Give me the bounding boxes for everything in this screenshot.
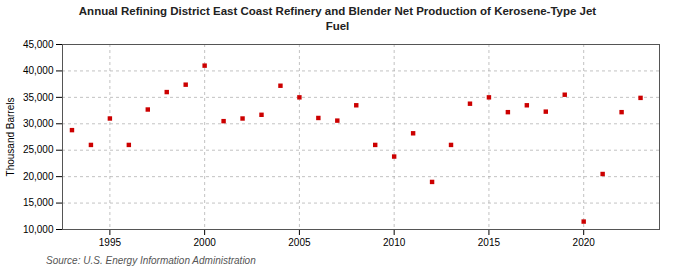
svg-text:2000: 2000 [194, 236, 217, 247]
svg-text:2015: 2015 [478, 236, 501, 247]
svg-text:45,000: 45,000 [23, 39, 54, 50]
svg-text:2005: 2005 [288, 236, 311, 247]
svg-text:35,000: 35,000 [23, 91, 54, 102]
html-text:Source: U.S. Energy Informatio: Source: U.S. Energy Information Administ… [46, 254, 256, 266]
svg-text:2020: 2020 [573, 236, 596, 247]
svg-text:40,000: 40,000 [23, 65, 54, 76]
svg-text:20,000: 20,000 [23, 171, 54, 182]
html-text:Annual Refining District East: Annual Refining District East Coast Refi… [78, 5, 597, 32]
svg-text:30,000: 30,000 [23, 118, 54, 129]
svg-text:Thousand Barrels: Thousand Barrels [5, 97, 16, 176]
svg-text:10,000: 10,000 [23, 224, 54, 235]
svg-text:1995: 1995 [99, 236, 122, 247]
svg-text:2010: 2010 [383, 236, 406, 247]
svg-text:25,000: 25,000 [23, 144, 54, 155]
svg-text:15,000: 15,000 [23, 197, 54, 208]
